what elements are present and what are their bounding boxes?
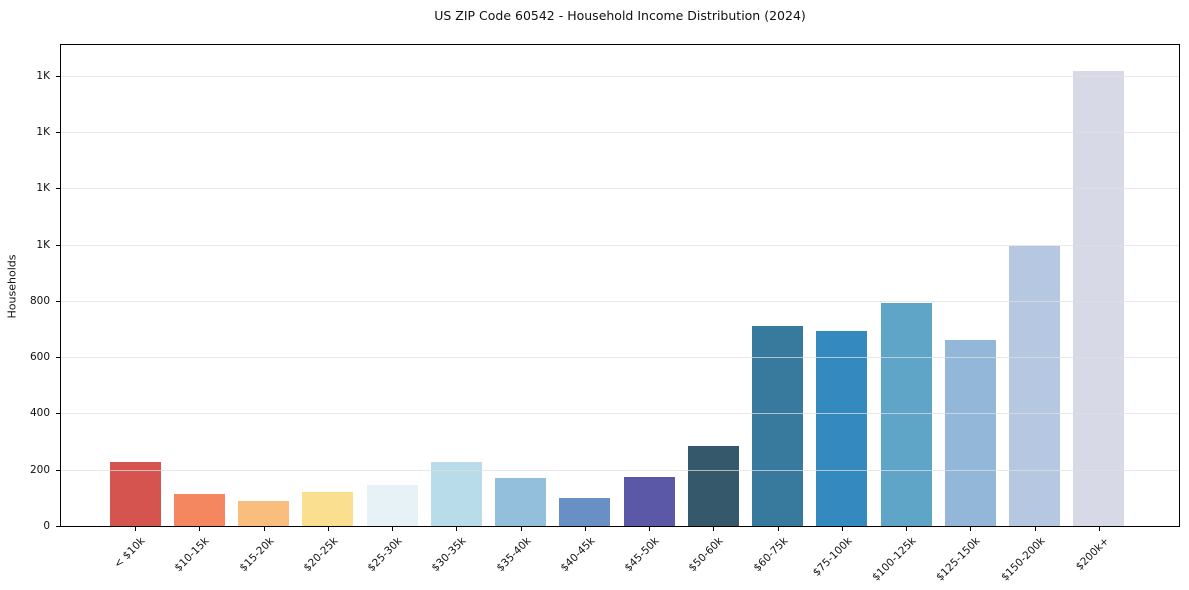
bar-125-150k bbox=[944, 339, 996, 526]
y-tick-label: 400 bbox=[29, 407, 50, 420]
y-tick-label: 600 bbox=[29, 351, 50, 364]
y-axis-label: Households bbox=[5, 254, 19, 319]
x-tick-mark bbox=[649, 527, 651, 531]
y-tick-mark bbox=[56, 244, 60, 246]
x-tick-mark bbox=[841, 527, 843, 531]
bar-35-40k bbox=[495, 477, 547, 526]
x-tick-mark bbox=[263, 527, 265, 531]
y-tick-label: 1K bbox=[36, 182, 50, 195]
x-tick-label: $10-15k bbox=[172, 535, 212, 575]
x-tick-mark bbox=[777, 527, 779, 531]
x-tick-mark bbox=[327, 527, 329, 531]
y-tick-mark bbox=[56, 300, 60, 302]
y-tick-label: 800 bbox=[29, 294, 50, 307]
x-tick-mark bbox=[713, 527, 715, 531]
x-tick-label: $50-60k bbox=[686, 535, 726, 575]
x-tick-mark bbox=[520, 527, 522, 531]
y-tick-mark bbox=[56, 413, 60, 415]
bar-60-75k bbox=[752, 325, 804, 526]
bar-200k bbox=[1073, 70, 1125, 526]
y-tick-mark bbox=[56, 526, 60, 527]
x-tick-label: $60-75k bbox=[751, 535, 791, 575]
y-tick-mark bbox=[56, 75, 60, 77]
bar-10-15k bbox=[173, 494, 225, 526]
x-tick-label: < $10k bbox=[112, 535, 148, 571]
x-tick-label: $20-25k bbox=[301, 535, 341, 575]
y-tick-mark bbox=[56, 188, 60, 190]
x-tick-label: $25-30k bbox=[365, 535, 405, 575]
x-tick-mark bbox=[392, 527, 394, 531]
bar-30-35k bbox=[430, 461, 482, 526]
x-tick-mark bbox=[1098, 527, 1100, 531]
x-tick-mark bbox=[135, 527, 137, 531]
x-tick-label: $30-35k bbox=[429, 535, 469, 575]
x-tick-label: $15-20k bbox=[237, 535, 277, 575]
bar-150-200k bbox=[1009, 245, 1061, 526]
x-tick-label: $35-40k bbox=[494, 535, 534, 575]
plot-area bbox=[60, 44, 1180, 527]
x-tick-label: $75-100k bbox=[810, 535, 855, 579]
y-tick-label: 1K bbox=[36, 126, 50, 139]
bar-40-45k bbox=[559, 497, 611, 526]
bar-75-100k bbox=[816, 330, 868, 526]
y-tick-label: 200 bbox=[29, 463, 50, 476]
x-tick-label: $150-200k bbox=[998, 535, 1048, 584]
x-tick-label: $100-125k bbox=[870, 535, 919, 584]
bar-10k bbox=[109, 461, 161, 526]
x-tick-mark bbox=[584, 527, 586, 531]
bar-45-50k bbox=[623, 477, 675, 526]
x-tick-label: $200k+ bbox=[1073, 535, 1112, 573]
x-tick-mark bbox=[456, 527, 458, 531]
x-tick-mark bbox=[906, 527, 908, 531]
x-tick-mark bbox=[199, 527, 201, 531]
y-tick-mark bbox=[56, 469, 60, 471]
x-tick-mark bbox=[1034, 527, 1036, 531]
bar-20-25k bbox=[302, 491, 354, 526]
x-tick-mark bbox=[970, 527, 972, 531]
bar-15-20k bbox=[238, 501, 290, 526]
y-tick-label: 0 bbox=[43, 520, 50, 532]
bar-100-125k bbox=[880, 302, 932, 526]
bars-layer bbox=[61, 45, 1179, 526]
chart-title: US ZIP Code 60542 - Household Income Dis… bbox=[434, 8, 806, 23]
x-tick-label: $40-45k bbox=[558, 535, 598, 575]
y-tick-label: 1K bbox=[36, 238, 50, 251]
y-tick-mark bbox=[56, 132, 60, 134]
bar-25-30k bbox=[366, 485, 418, 526]
y-tick-mark bbox=[56, 357, 60, 359]
bar-50-60k bbox=[687, 445, 739, 526]
x-tick-label: $45-50k bbox=[622, 535, 662, 575]
x-tick-label: $125-150k bbox=[934, 535, 983, 584]
y-tick-label: 1K bbox=[36, 69, 50, 82]
